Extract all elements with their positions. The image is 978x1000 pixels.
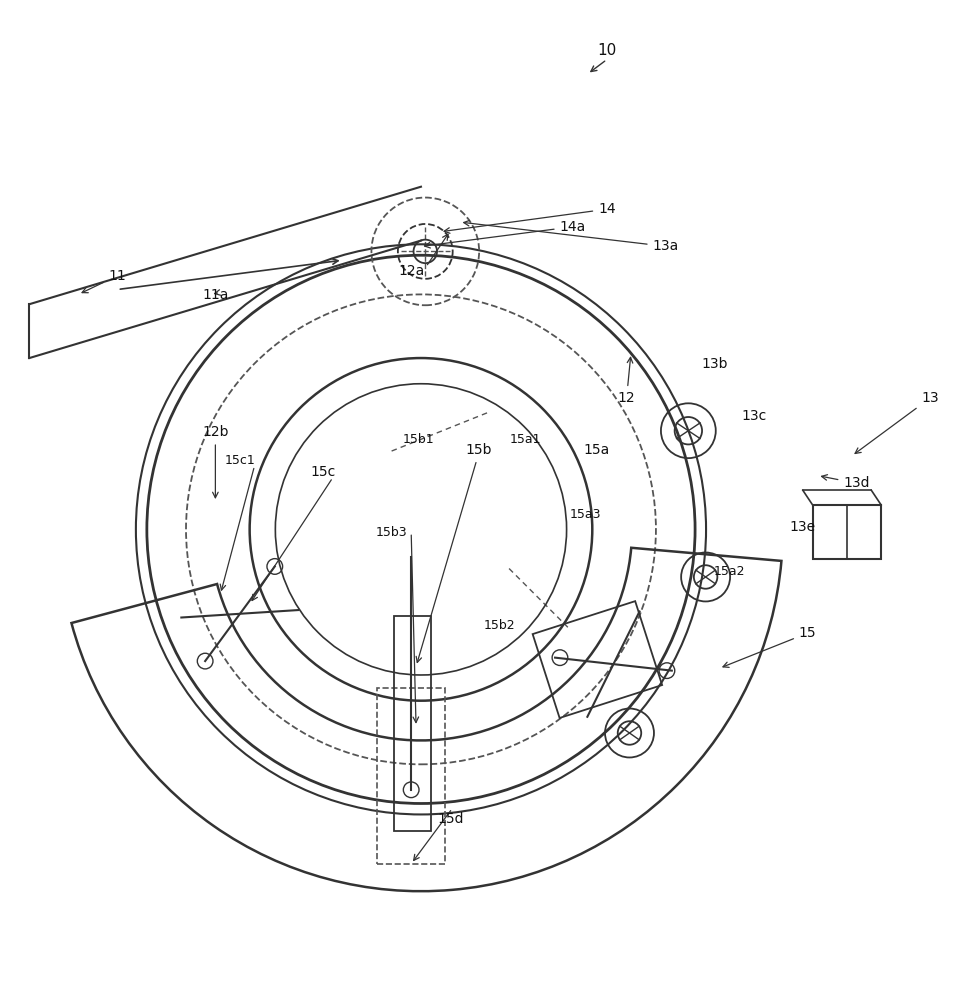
Text: 15d: 15d bbox=[436, 812, 464, 826]
Text: 11a: 11a bbox=[202, 288, 228, 302]
Text: 13b: 13b bbox=[700, 357, 728, 371]
Text: 13e: 13e bbox=[789, 520, 815, 534]
Bar bbox=[812, 505, 880, 559]
Text: 14a: 14a bbox=[424, 220, 585, 248]
Text: 11: 11 bbox=[82, 269, 126, 293]
Text: 13d: 13d bbox=[821, 475, 869, 490]
Text: 15b3: 15b3 bbox=[376, 526, 407, 539]
Text: 13a: 13a bbox=[464, 220, 678, 253]
Text: 12: 12 bbox=[617, 357, 635, 405]
Text: 12a: 12a bbox=[398, 264, 423, 278]
Text: 15a: 15a bbox=[583, 443, 609, 457]
Text: 15a2: 15a2 bbox=[713, 565, 744, 578]
Bar bbox=[532, 601, 661, 718]
Text: 14: 14 bbox=[444, 202, 615, 233]
Text: 15a1: 15a1 bbox=[510, 433, 541, 446]
Bar bbox=[393, 616, 430, 831]
Text: 13c: 13c bbox=[740, 409, 766, 423]
Text: 15c: 15c bbox=[310, 465, 335, 479]
Text: 15b: 15b bbox=[465, 443, 491, 457]
Bar bbox=[377, 688, 445, 864]
Text: 15a3: 15a3 bbox=[569, 508, 600, 521]
Text: 15b2: 15b2 bbox=[483, 619, 514, 632]
Text: 15b1: 15b1 bbox=[402, 433, 433, 446]
Text: 15c1: 15c1 bbox=[224, 454, 255, 467]
Text: 10: 10 bbox=[597, 43, 616, 58]
Text: 13: 13 bbox=[854, 391, 938, 453]
Text: 15: 15 bbox=[722, 626, 816, 667]
Text: 12b: 12b bbox=[201, 425, 229, 498]
